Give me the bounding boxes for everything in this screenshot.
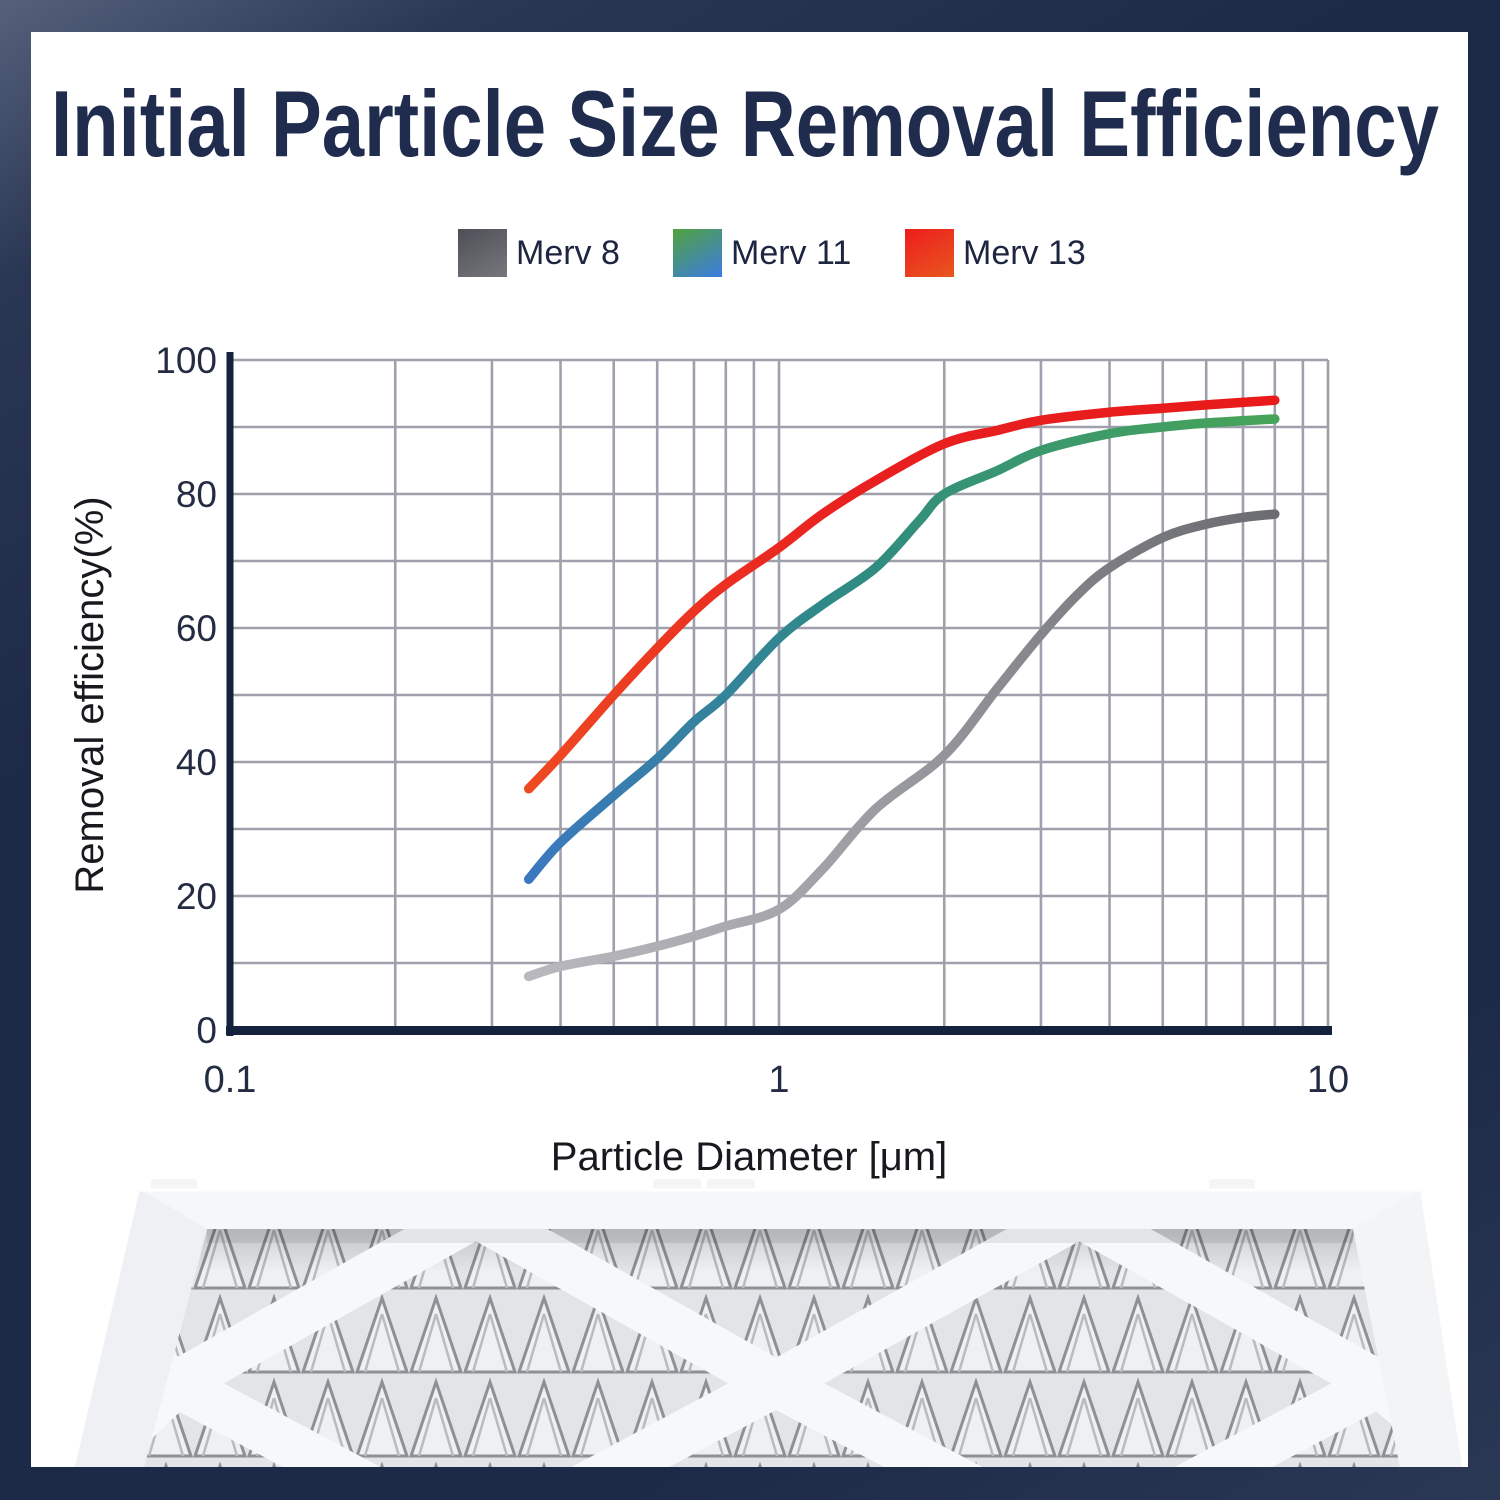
filter-frame-right-face (1353, 1189, 1462, 1467)
svg-text:40: 40 (176, 742, 217, 783)
y-tick-labels: 0 20 40 60 80 100 (155, 340, 217, 1051)
legend-swatch-merv-8 (458, 229, 507, 277)
chart-legend: Merv 8 Merv 11 Merv 13 (31, 228, 1468, 278)
svg-text:100: 100 (155, 340, 217, 381)
filter-frame-top-face (140, 1189, 1420, 1229)
svg-text:20: 20 (176, 876, 217, 917)
legend-label: Merv 11 (731, 233, 852, 272)
svg-text:60: 60 (176, 608, 217, 649)
legend-swatch-merv-13 (905, 229, 954, 277)
filter-pleated-media (144, 1229, 1400, 1467)
series-line-merv-8 (523, 509, 1280, 982)
series-line-merv-11 (523, 414, 1280, 884)
svg-text:10: 10 (1307, 1059, 1349, 1101)
filter-frame-left-face (75, 1189, 207, 1467)
efficiency-chart: 0 20 40 60 80 100 0.1 1 10 Particle Diameter [μm]… (68, 340, 1350, 1179)
content-card: Initial Particle Size Removal Efficiency… (31, 32, 1468, 1467)
x-tick-labels: 0.1 1 10 (204, 1059, 1350, 1101)
air-filter-illustration (75, 1179, 1462, 1467)
legend-label: Merv 13 (963, 233, 1086, 272)
svg-text:80: 80 (176, 474, 217, 515)
legend-swatch-merv-11 (673, 229, 722, 277)
page-title: Initial Particle Size Removal Efficiency (51, 71, 1439, 176)
svg-text:0.1: 0.1 (204, 1059, 257, 1101)
legend-item-merv-8: Merv 8 (458, 228, 620, 278)
y-axis-title: Removal efficiency(%) (68, 496, 112, 893)
legend-item-merv-13: Merv 13 (905, 228, 1086, 278)
series-line-merv-13 (523, 395, 1280, 794)
x-axis-title: Particle Diameter [μm] (551, 1135, 947, 1179)
axes (226, 352, 1332, 1036)
svg-text:1: 1 (768, 1059, 789, 1101)
svg-text:0: 0 (196, 1010, 217, 1051)
legend-label: Merv 8 (516, 233, 620, 272)
legend-item-merv-11: Merv 11 (673, 228, 851, 278)
